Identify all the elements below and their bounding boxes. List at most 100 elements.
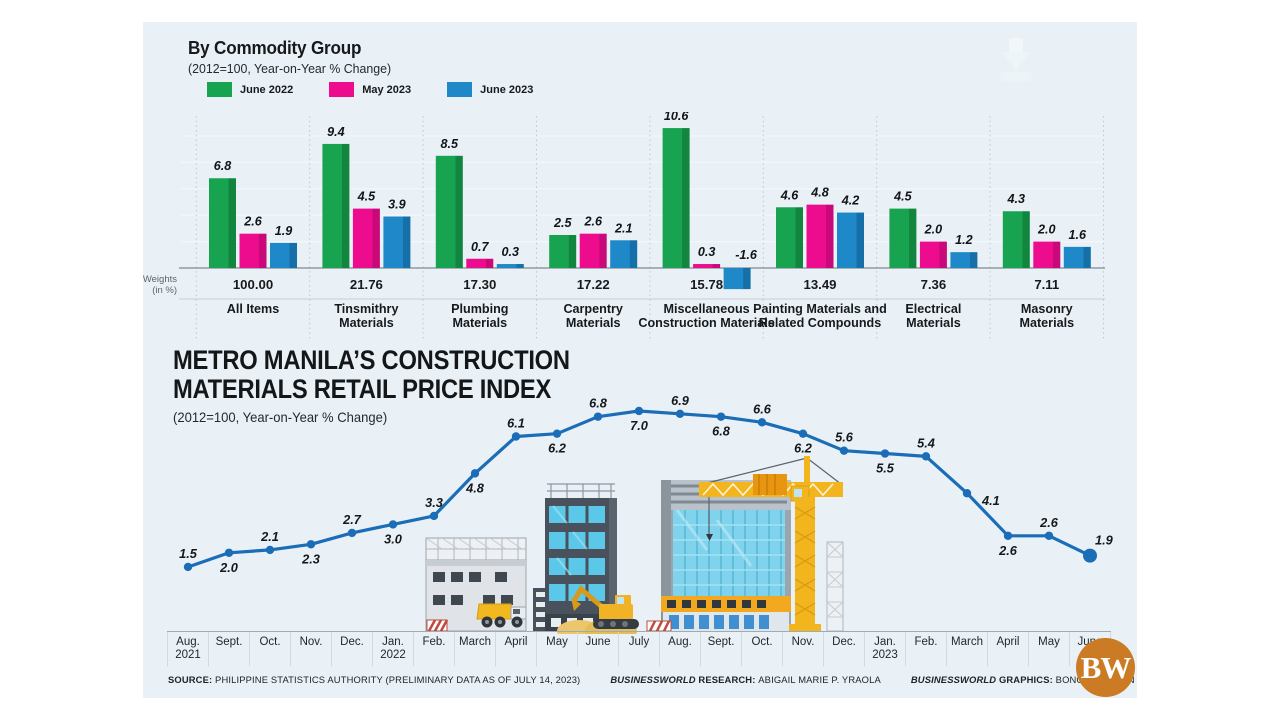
weight-value: 21.76 xyxy=(350,277,383,292)
businessworld-logo: BW xyxy=(1076,638,1135,697)
month-label: May xyxy=(537,632,578,666)
bar-value-label: 4.3 xyxy=(1007,192,1026,206)
data-point xyxy=(1003,531,1013,540)
legend-label: June 2022 xyxy=(240,83,294,96)
bar-value-label: 1.9 xyxy=(275,224,293,238)
bar-value-label: 2.0 xyxy=(1037,223,1056,237)
point-value-label: 2.6 xyxy=(1039,515,1059,530)
tower-crane-icon xyxy=(699,456,843,631)
dump-truck-icon xyxy=(476,603,527,628)
bar-value-label: 4.6 xyxy=(780,188,800,202)
bar xyxy=(322,143,350,268)
point-value-label: 3.0 xyxy=(384,531,402,546)
bar-value-label: 4.5 xyxy=(893,190,913,204)
download-watermark-icon xyxy=(993,32,1039,89)
month-label: Nov. xyxy=(783,632,824,666)
data-point xyxy=(962,489,972,498)
bar-value-label: 2.6 xyxy=(583,215,603,229)
category-label: Tinsmithry xyxy=(334,302,398,316)
data-point xyxy=(470,469,480,478)
month-label: Dec. xyxy=(824,632,865,666)
month-label: Sept. xyxy=(209,632,250,666)
price-index-line-chart: 1.5 2.0 2.1 2.3 2.7 3.0 3.3 4.8 6.1 6.2 6.8 7.0 6.9 6… xyxy=(179,393,1114,634)
bar-chart-subtitle: (2012=100, Year-on-Year % Change) xyxy=(188,61,392,76)
point-value-label: 7.0 xyxy=(630,418,648,433)
legend-swatch xyxy=(329,82,355,97)
month-label: Jan. 2022 xyxy=(373,632,414,666)
bar-value-label: 1.2 xyxy=(955,233,973,247)
bar-chart-header: By Commodity Group (2012=100, Year-on-Ye… xyxy=(188,38,402,76)
point-value-label: 2.3 xyxy=(301,551,320,566)
month-label: Dec. xyxy=(332,632,373,666)
data-point xyxy=(634,406,644,416)
bar-value-label: 10.6 xyxy=(664,112,690,123)
price-index-line xyxy=(186,409,1092,569)
point-value-label: 6.8 xyxy=(712,424,731,439)
month-label: July xyxy=(619,632,660,666)
data-point xyxy=(347,528,357,538)
legend-label: May 2023 xyxy=(362,83,412,96)
building-right xyxy=(646,480,791,632)
bar-value-label: 4.5 xyxy=(357,190,377,204)
legend-item: June 2022 xyxy=(207,82,293,97)
bar xyxy=(239,233,267,268)
bar xyxy=(435,155,463,268)
bar-value-label: 0.3 xyxy=(698,245,716,259)
category-label: Painting Materials and xyxy=(753,302,887,316)
weight-value: 7.11 xyxy=(1034,277,1059,292)
month-label: Nov. xyxy=(291,632,332,666)
bar-value-label: 2.5 xyxy=(553,216,573,230)
bar xyxy=(693,264,721,268)
bar xyxy=(723,268,751,290)
line-chart-title: METRO MANILA’S CONSTRUCTION MATERIALS RE… xyxy=(173,346,570,404)
month-label: Sept. xyxy=(701,632,742,666)
legend-swatch xyxy=(207,82,232,97)
point-value-label: 6.8 xyxy=(589,396,608,411)
weights-axis-label: Weights xyxy=(143,274,177,285)
bar xyxy=(496,264,524,268)
data-point xyxy=(716,412,726,421)
bar-chart-title: By Commodity Group xyxy=(188,38,362,58)
data-point xyxy=(593,412,603,421)
bar xyxy=(662,128,690,268)
bar xyxy=(1063,246,1091,268)
bar xyxy=(352,208,380,268)
scaffold-tower xyxy=(826,541,844,632)
category-label: Construction Materials xyxy=(638,316,774,330)
point-value-label: 6.9 xyxy=(671,393,690,408)
point-value-label: 5.4 xyxy=(917,435,935,450)
bar-value-label: -1.6 xyxy=(735,248,758,262)
month-axis: Aug. 2021 Sept. Oct. Nov. Dec. Jan. 2022 Feb. Mar… xyxy=(167,631,1111,666)
data-point xyxy=(265,545,275,555)
bar xyxy=(466,258,494,268)
category-label: Materials xyxy=(566,316,621,330)
bar-value-label: 8.5 xyxy=(441,137,460,151)
data-point xyxy=(839,446,849,455)
construction-illustration xyxy=(425,456,844,634)
data-point xyxy=(798,429,808,438)
bar xyxy=(549,235,577,268)
category-label: Plumbing xyxy=(451,302,508,316)
infographic-canvas: By Commodity Group (2012=100, Year-on-Ye… xyxy=(143,22,1137,698)
footer: SOURCE: PHILIPPINE STATISTICS AUTHORITY … xyxy=(168,674,1165,685)
category-label: Miscellaneous xyxy=(664,302,750,316)
point-value-label: 5.5 xyxy=(876,461,895,476)
bar-value-label: 4.8 xyxy=(810,186,829,200)
category-label: Materials xyxy=(452,316,507,330)
month-label: Aug. xyxy=(660,632,701,666)
weight-value: 13.49 xyxy=(803,277,836,292)
bar xyxy=(383,216,411,268)
bar xyxy=(776,207,803,268)
point-value-label: 6.2 xyxy=(548,441,566,456)
point-value-label: 2.1 xyxy=(260,529,279,544)
data-point xyxy=(429,511,439,521)
weight-value: 17.22 xyxy=(577,277,610,292)
bar xyxy=(579,233,607,268)
month-label: Oct. xyxy=(742,632,783,666)
bar xyxy=(889,208,917,268)
bar-value-label: 2.6 xyxy=(243,215,263,229)
bar xyxy=(837,212,864,268)
commodity-group-bar-chart: Weights(in %) 100.00 All Items 6.8 2.6 1.9 21.… xyxy=(143,112,1105,340)
footer-source: SOURCE: PHILIPPINE STATISTICS AUTHORITY … xyxy=(168,674,581,685)
point-value-label: 6.6 xyxy=(753,401,772,416)
